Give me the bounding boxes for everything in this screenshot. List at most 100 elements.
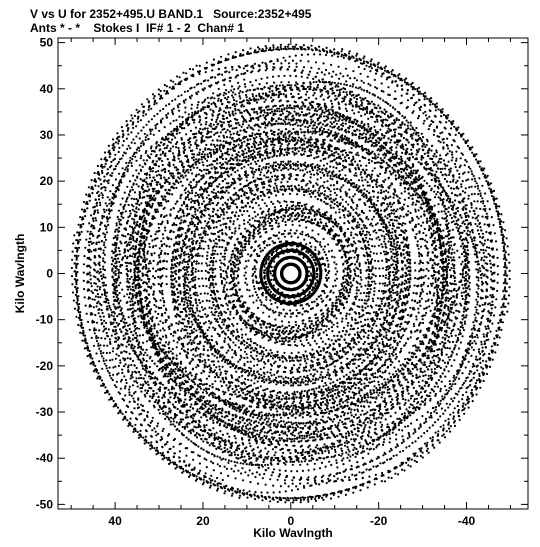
uv-point bbox=[487, 338, 490, 341]
uv-point bbox=[441, 372, 444, 375]
uv-point bbox=[100, 183, 103, 186]
uv-point bbox=[332, 455, 336, 458]
uv-point bbox=[476, 369, 479, 372]
uv-point bbox=[223, 166, 226, 170]
uv-point bbox=[108, 315, 111, 318]
uv-point bbox=[392, 350, 395, 354]
uv-point bbox=[414, 208, 417, 211]
uv-point bbox=[175, 313, 179, 316]
uv-point bbox=[335, 151, 338, 154]
uv-point bbox=[356, 404, 360, 407]
uv-point bbox=[223, 91, 226, 94]
uv-point bbox=[137, 172, 140, 175]
uv-point bbox=[203, 100, 206, 103]
uv-point bbox=[457, 347, 461, 350]
uv-point bbox=[199, 292, 202, 295]
uv-point bbox=[402, 249, 405, 252]
uv-point bbox=[126, 170, 129, 173]
uv-point bbox=[239, 314, 242, 317]
uv-point bbox=[485, 275, 488, 278]
uv-point bbox=[437, 439, 440, 442]
uv-point bbox=[140, 279, 143, 282]
uv-point bbox=[245, 230, 248, 233]
uv-point bbox=[360, 398, 363, 401]
uv-point bbox=[313, 356, 316, 359]
uv-point bbox=[172, 80, 175, 83]
uv-point bbox=[334, 389, 337, 392]
uv-point bbox=[88, 244, 91, 247]
uv-point bbox=[108, 338, 112, 341]
uv-point bbox=[108, 202, 111, 205]
uv-point bbox=[418, 252, 421, 255]
uv-point bbox=[484, 346, 488, 349]
uv-point bbox=[373, 293, 376, 296]
uv-point bbox=[409, 128, 412, 131]
uv-point bbox=[360, 388, 363, 391]
uv-point bbox=[403, 190, 406, 193]
uv-point bbox=[409, 221, 412, 224]
uv-point bbox=[257, 466, 261, 469]
uv-point bbox=[168, 86, 171, 89]
uv-point bbox=[265, 204, 268, 207]
uv-point bbox=[235, 370, 238, 373]
uv-point bbox=[307, 96, 310, 99]
uv-point bbox=[451, 180, 455, 183]
uv-point bbox=[247, 154, 250, 158]
uv-point bbox=[281, 340, 284, 343]
uv-point bbox=[256, 446, 259, 449]
uv-point bbox=[481, 346, 484, 349]
uv-point bbox=[253, 107, 256, 110]
uv-point bbox=[100, 309, 103, 312]
uv-point bbox=[387, 476, 390, 479]
uv-point bbox=[403, 419, 406, 422]
uv-point bbox=[219, 430, 222, 433]
uv-point bbox=[287, 160, 290, 163]
uv-point bbox=[159, 259, 162, 262]
uv-point bbox=[473, 340, 476, 343]
uv-point bbox=[261, 216, 264, 219]
uv-point bbox=[368, 448, 371, 451]
uv-point bbox=[187, 296, 190, 299]
uv-point bbox=[314, 321, 318, 324]
uv-point bbox=[260, 394, 263, 397]
uv-point bbox=[456, 404, 459, 408]
uv-point bbox=[229, 365, 232, 369]
uv-point bbox=[275, 407, 278, 410]
uv-point bbox=[303, 333, 306, 336]
uv-point bbox=[361, 168, 364, 171]
uv-point bbox=[436, 167, 439, 170]
uv-point bbox=[355, 392, 358, 395]
uv-point bbox=[329, 184, 332, 187]
uv-point bbox=[250, 145, 253, 148]
uv-point bbox=[200, 247, 203, 250]
uv-point bbox=[220, 437, 223, 440]
uv-point bbox=[285, 359, 288, 362]
uv-point bbox=[380, 302, 383, 305]
uv-point bbox=[299, 463, 302, 466]
uv-point bbox=[271, 448, 274, 451]
uv-point bbox=[227, 265, 230, 268]
uv-point bbox=[360, 337, 363, 340]
uv-point bbox=[306, 383, 309, 386]
uv-point bbox=[420, 447, 423, 450]
uv-point bbox=[135, 169, 138, 172]
uv-point bbox=[395, 355, 398, 358]
uv-point bbox=[298, 114, 301, 117]
uv-point bbox=[177, 295, 180, 298]
uv-point bbox=[366, 190, 369, 193]
uv-point bbox=[421, 318, 424, 321]
uv-point bbox=[417, 311, 420, 314]
uv-point bbox=[175, 354, 178, 357]
uv-point bbox=[105, 209, 108, 212]
uv-point bbox=[131, 293, 134, 296]
uv-point bbox=[298, 401, 301, 404]
uv-point bbox=[286, 204, 289, 207]
uv-point bbox=[323, 181, 326, 184]
uv-point bbox=[334, 94, 337, 97]
uv-point bbox=[103, 300, 106, 303]
uv-point bbox=[373, 380, 376, 383]
uv-point bbox=[388, 187, 391, 190]
uv-point bbox=[269, 408, 272, 411]
uv-point bbox=[157, 282, 160, 286]
uv-point bbox=[316, 83, 320, 87]
